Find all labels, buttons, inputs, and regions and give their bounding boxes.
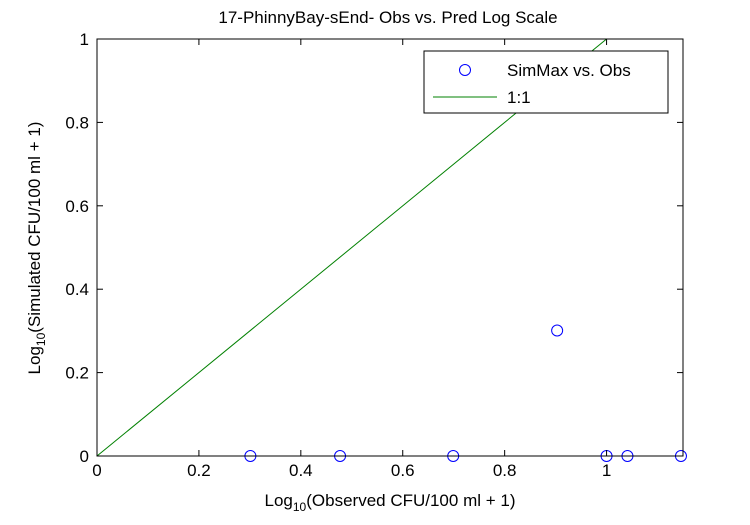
y-axis-label: Log10(Simulated CFU/100 ml + 1): [25, 122, 48, 375]
x-tick-label: 0.8: [493, 461, 517, 480]
y-axis-label-subscript: 10: [34, 332, 48, 346]
x-axis-label-prefix: Log: [265, 491, 293, 510]
legend: SimMax vs. Obs 1:1: [423, 50, 669, 114]
y-axis-label-prefix: Log: [25, 346, 44, 374]
y-axis-label-suffix: (Simulated CFU/100 ml + 1): [25, 122, 44, 333]
y-tick-label: 0.8: [65, 113, 89, 132]
legend-label-simmax: SimMax vs. Obs: [507, 61, 631, 80]
data-point: [551, 324, 564, 337]
y-tick-label: 1: [80, 30, 89, 49]
x-tick-label: 0.2: [187, 461, 211, 480]
y-tick-label: 0.4: [65, 280, 89, 299]
x-tick-label: 0: [92, 461, 101, 480]
y-tick-label: 0.2: [65, 364, 89, 383]
y-axis-ticks: 0 0.2 0.4 0.6 0.8 1: [65, 30, 683, 466]
x-tick-label: 0.4: [289, 461, 313, 480]
x-axis-label-suffix: (Observed CFU/100 ml + 1): [306, 491, 515, 510]
x-tick-label: 0.6: [391, 461, 415, 480]
legend-marker-simmax: [459, 64, 471, 76]
y-tick-label: 0.6: [65, 197, 89, 216]
plot-frame: [96, 38, 684, 457]
x-axis-ticks: 0 0.2 0.4 0.6 0.8 1: [92, 39, 611, 480]
x-axis-label: Log10(Observed CFU/100 ml + 1): [265, 491, 516, 514]
x-tick-label: 1: [602, 461, 611, 480]
legend-label-one-to-one: 1:1: [507, 88, 531, 107]
x-axis-label-subscript: 10: [293, 500, 307, 514]
y-tick-label: 0: [80, 447, 89, 466]
chart-title: 17-PhinnyBay-sEnd- Obs vs. Pred Log Scal…: [218, 8, 557, 27]
legend-box: [423, 50, 669, 114]
